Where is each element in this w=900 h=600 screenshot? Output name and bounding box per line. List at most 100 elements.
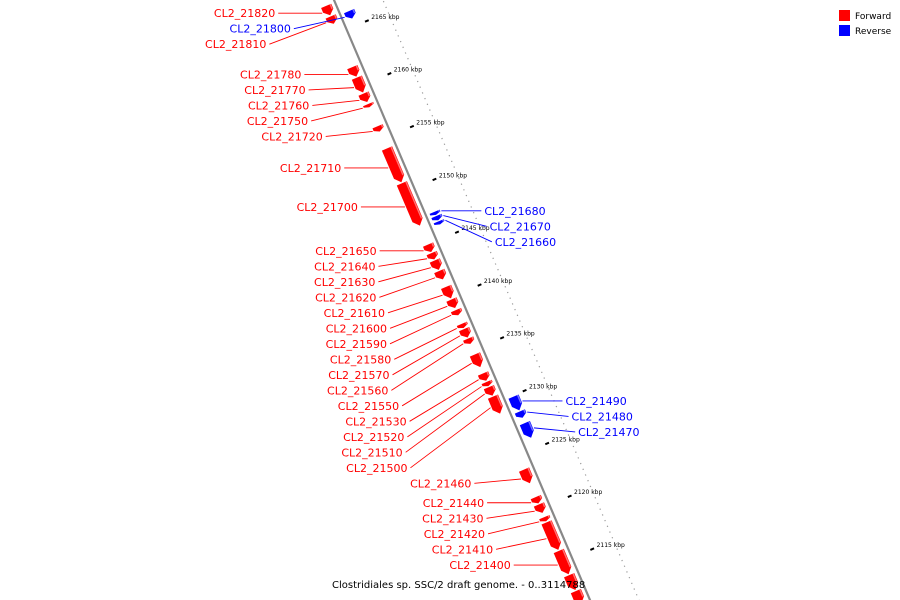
label-leader	[293, 16, 345, 30]
gene-feature	[508, 394, 523, 411]
gene-highlight	[465, 321, 468, 325]
scale-tick	[567, 494, 572, 499]
gene-label: CL2_21440	[423, 497, 484, 510]
label-leader	[495, 538, 547, 550]
gene-feature	[487, 394, 503, 414]
label-leader	[409, 379, 479, 422]
gene-label: CL2_21550	[338, 400, 399, 413]
gene-label: CL2_21460	[410, 477, 471, 490]
gene-label: CL2_21400	[449, 559, 510, 572]
gene-features	[321, 3, 584, 600]
scale-ticks: 2165 kbp 2160 kbp 2155 kbp 2150 kbp 2145 kbp…	[364, 0, 640, 600]
label-leader	[378, 267, 431, 283]
gene-feature	[541, 520, 561, 550]
gene-feature	[423, 242, 435, 252]
gene-highlight	[352, 9, 356, 14]
gene-feature	[450, 307, 463, 316]
scale-tick-label: 2125 kbp	[551, 436, 579, 443]
scale-tick-label: 2130 kbp	[529, 384, 557, 391]
gene-feature	[514, 409, 527, 418]
gene-label: CL2_21620	[315, 291, 376, 304]
gene-feature	[347, 65, 360, 77]
gene-label: CL2_21780	[240, 68, 301, 81]
gene-highlight	[471, 336, 474, 340]
gene-highlight	[539, 495, 542, 499]
gene-label: CL2_21560	[327, 384, 388, 397]
gene-highlight	[439, 214, 442, 217]
gene-highlight	[371, 102, 374, 105]
gene-feature	[372, 124, 384, 132]
gene-label: CL2_21720	[261, 130, 322, 143]
gene-highlight	[496, 394, 503, 407]
label-leaders	[269, 12, 576, 566]
gene-highlight	[360, 75, 366, 86]
gene-highlight	[459, 308, 462, 312]
gene-feature	[469, 352, 483, 368]
label-leader	[325, 131, 373, 137]
gene-label: CL2_21520	[343, 431, 404, 444]
scale-tick	[499, 336, 505, 340]
gene-label: CL2_21490	[565, 395, 626, 408]
gene-label: CL2_21590	[326, 338, 387, 351]
label-leader	[407, 386, 482, 438]
label-leader	[401, 362, 472, 407]
gene-feature	[431, 213, 443, 221]
gene-label: CL2_21500	[346, 462, 407, 475]
gene-highlight	[329, 3, 333, 10]
label-leader	[486, 510, 535, 519]
gene-highlight	[390, 146, 404, 176]
scale-tick-label: 2160 kbp	[394, 67, 422, 74]
gene-highlight	[486, 371, 490, 376]
gene-highlight	[527, 467, 533, 477]
scale-tick-label: 2140 kbp	[484, 278, 512, 285]
gene-feature	[477, 371, 490, 381]
scale-tick	[544, 441, 550, 446]
gene-highlight	[467, 327, 471, 332]
gene-label: CL2_21750	[247, 115, 308, 128]
gene-feature	[481, 379, 493, 387]
gene-highlight	[434, 251, 438, 255]
gene-feature	[483, 385, 496, 396]
label-leader	[474, 478, 522, 484]
gene-label: CL2_21640	[314, 260, 375, 273]
gene-feature	[463, 336, 475, 344]
gene-label: CL2_21410	[432, 543, 493, 556]
gene-highlight	[442, 219, 445, 222]
scale-tick	[477, 283, 482, 287]
label-leader	[405, 393, 485, 453]
gene-label: CL2_21600	[326, 322, 387, 335]
gene-highlight	[355, 65, 359, 71]
label-leader	[389, 314, 452, 345]
gene-highlight	[492, 385, 496, 390]
label-leader	[389, 305, 448, 329]
gene-feature	[351, 75, 366, 93]
scale-tick-label: 2115 kbp	[597, 542, 625, 549]
scale-tick	[387, 72, 392, 76]
gene-label: CL2_21420	[424, 528, 485, 541]
genome-backbone	[332, 0, 592, 600]
gene-feature	[570, 588, 584, 600]
gene-highlight	[442, 269, 446, 274]
gene-label: CL2_21610	[324, 307, 385, 320]
scale-tick	[364, 19, 370, 23]
gene-highlight	[579, 589, 584, 597]
gene-highlight	[528, 421, 534, 431]
gene-highlight	[572, 573, 578, 584]
label-leader	[527, 411, 569, 417]
scale-tick	[589, 547, 595, 551]
gene-label: CL2_21770	[244, 84, 305, 97]
gene-feature	[519, 420, 534, 438]
gene-label: CL2_21480	[572, 410, 633, 423]
gene-label: CL2_21820	[214, 7, 275, 20]
gene-label: CL2_21700	[297, 201, 358, 214]
gene-highlight	[523, 409, 526, 414]
gene-feature	[446, 297, 459, 308]
gene-highlight	[438, 258, 442, 264]
gene-highlight	[380, 124, 384, 128]
label-leader	[392, 335, 461, 376]
legend-label-reverse: Reverse	[855, 27, 892, 37]
gene-feature	[441, 284, 454, 299]
gene-feature	[456, 321, 468, 329]
scale-ruler	[382, 0, 640, 600]
gene-feature	[325, 14, 338, 24]
